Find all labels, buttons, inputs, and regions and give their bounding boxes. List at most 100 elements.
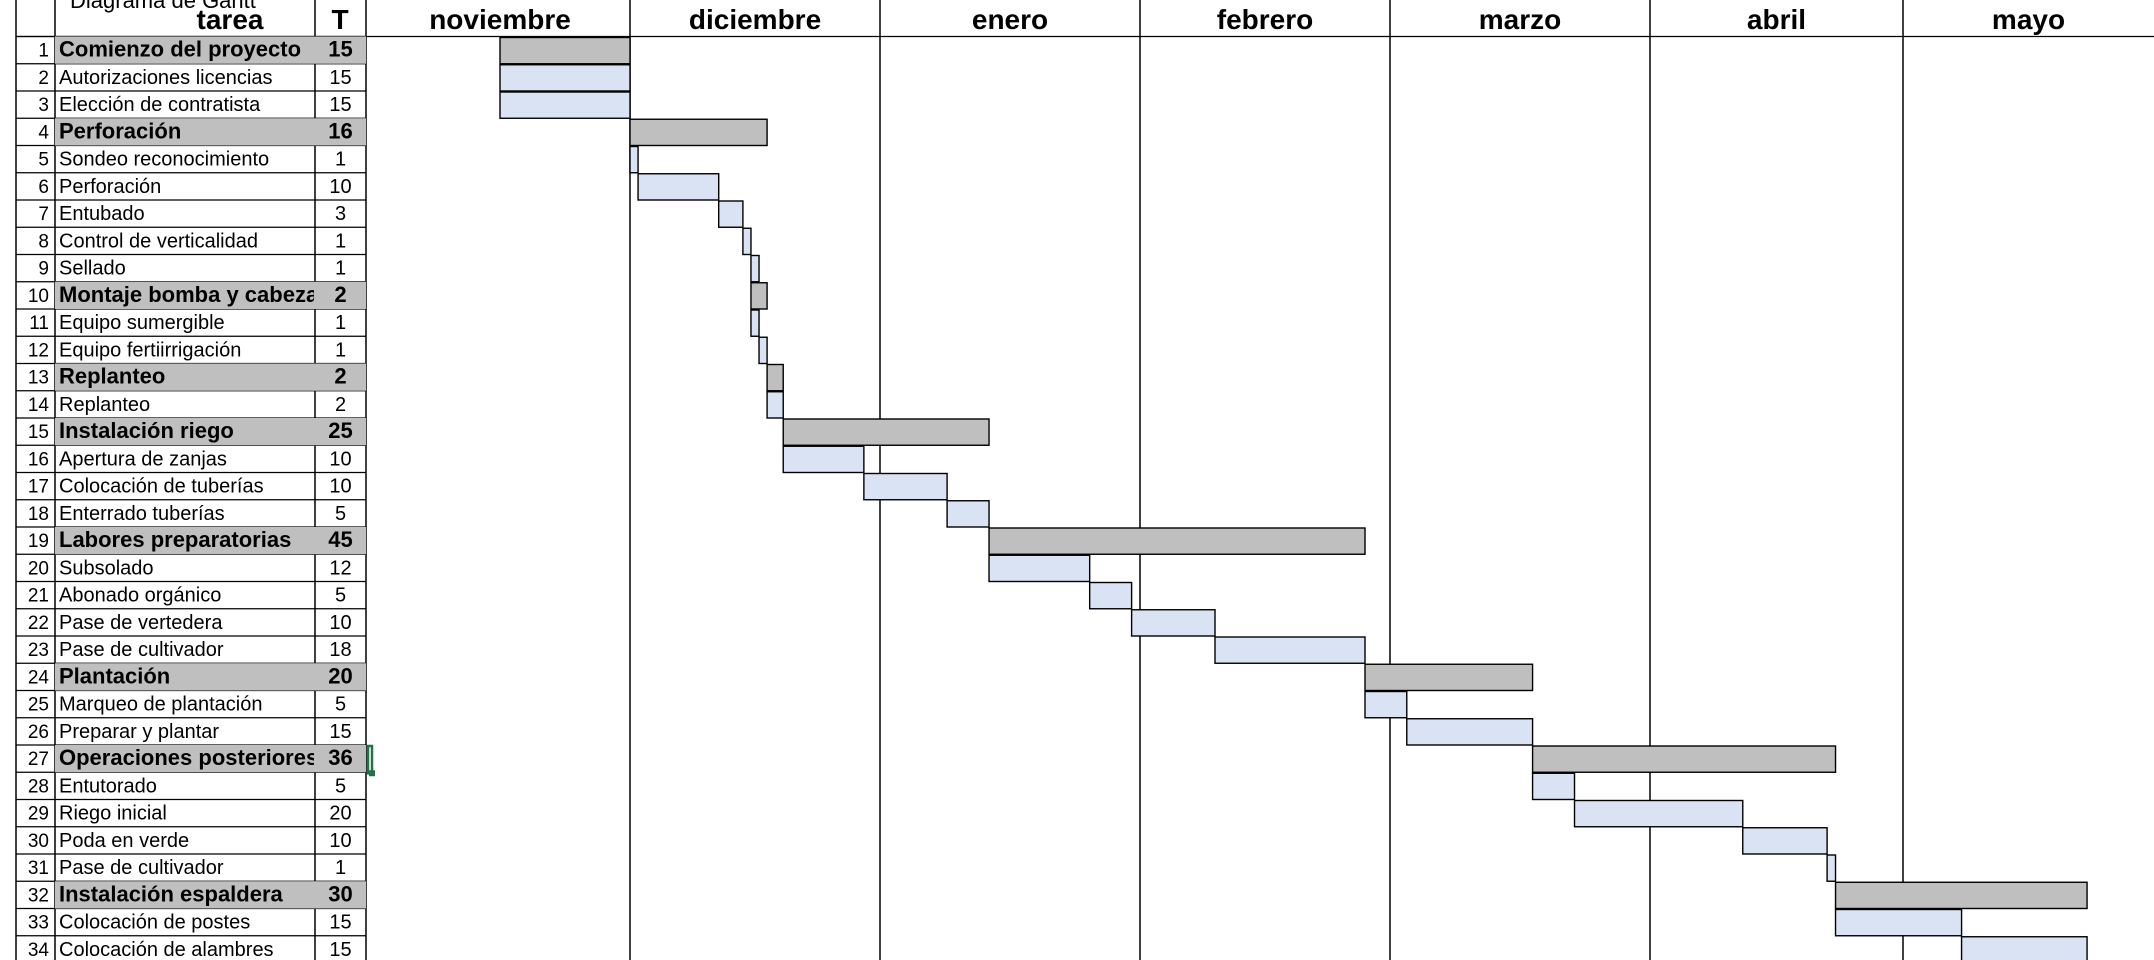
task-duration: 12	[329, 557, 351, 579]
task-bar	[718, 200, 744, 228]
task-name: Comienzo del proyecto	[59, 37, 301, 62]
summary-row-fill	[55, 118, 366, 146]
task-number: 7	[38, 204, 49, 225]
task-number: 29	[28, 804, 49, 825]
task-duration: 15	[328, 37, 352, 62]
task-number: 31	[28, 858, 49, 879]
task-duration: 5	[335, 694, 346, 716]
task-number: 25	[28, 695, 49, 716]
summary-bar	[499, 36, 631, 65]
task-name: Riego inicial	[59, 803, 167, 825]
task-duration: 30	[328, 881, 352, 906]
task-name: Abonado orgánico	[59, 585, 221, 607]
task-name: Replanteo	[59, 394, 150, 416]
task-bar	[1960, 936, 2088, 960]
task-number: 24	[28, 667, 50, 688]
summary-bar	[1364, 663, 1534, 692]
summary-bar	[782, 418, 990, 446]
task-number: 2	[38, 68, 49, 89]
task-name: Montaje bomba y cabezal	[59, 282, 324, 307]
task-duration: 1	[335, 258, 346, 280]
summary-bar	[766, 363, 784, 392]
month-header-label: noviembre	[429, 4, 571, 35]
task-name: Entubado	[59, 203, 145, 225]
summary-bar	[750, 282, 768, 310]
task-duration: 15	[329, 721, 351, 743]
task-duration: 15	[329, 94, 351, 116]
task-number: 5	[38, 150, 49, 171]
task-rows: 1 Comienzo del proyecto 152 Autorizaciones …	[28, 36, 366, 960]
task-bar	[1834, 908, 1963, 937]
summary-bar	[1834, 881, 2088, 910]
task-bar	[742, 227, 752, 256]
task-name: Colocación de tuberías	[59, 476, 264, 498]
task-bar	[1742, 827, 1828, 855]
fill-handle[interactable]	[369, 770, 375, 777]
task-name: Colocación de alambres	[59, 939, 274, 960]
task-bar	[629, 145, 639, 174]
task-duration: 10	[329, 176, 351, 198]
task-duration: 10	[329, 612, 351, 634]
task-name: Entutorado	[59, 775, 157, 797]
selection-border[interactable]	[366, 744, 374, 775]
task-number: 34	[28, 940, 50, 960]
task-number: 1	[38, 41, 49, 62]
task-name: Pase de vertedera	[59, 612, 223, 634]
task-number: 6	[38, 177, 49, 198]
task-duration: 1	[335, 339, 346, 361]
task-bar	[1406, 718, 1534, 746]
task-duration: 10	[329, 476, 351, 498]
task-duration: 10	[329, 830, 351, 852]
task-name: Equipo sumergible	[59, 312, 225, 334]
task-duration: 1	[335, 312, 346, 334]
task-duration: 2	[334, 282, 346, 307]
task-number: 33	[28, 913, 49, 934]
task-number: 9	[38, 259, 49, 280]
task-number: 11	[29, 313, 49, 334]
task-name: Pase de cultivador	[59, 639, 224, 661]
cell-selection[interactable]	[366, 744, 375, 777]
task-bar	[1364, 690, 1408, 719]
task-name: Instalación riego	[59, 418, 234, 443]
header-row: tarea T noviembre diciembre enero febrero ma…	[197, 4, 2066, 35]
task-number: 22	[28, 613, 49, 634]
task-bar	[1826, 854, 1837, 882]
task-duration: 5	[335, 775, 346, 797]
task-number: 18	[28, 504, 49, 525]
task-name: Instalación espaldera	[59, 881, 284, 906]
month-header-label: enero	[972, 4, 1048, 35]
task-number: 16	[28, 449, 49, 470]
task-name: Equipo fertiirrigación	[59, 339, 241, 361]
task-duration: 20	[328, 663, 352, 688]
summary-row-fill	[55, 418, 366, 446]
summary-row-fill	[55, 36, 366, 64]
task-duration: 15	[329, 939, 351, 960]
task-duration: 3	[335, 203, 346, 225]
task-name: Enterrado tuberías	[59, 503, 225, 525]
task-bar	[766, 391, 784, 419]
task-number: 26	[28, 722, 49, 743]
task-number: 13	[28, 368, 49, 389]
task-name: Preparar y plantar	[59, 721, 219, 743]
task-name: Sondeo reconocimiento	[59, 149, 269, 171]
task-duration: 2	[334, 364, 346, 389]
task-number: 28	[28, 776, 49, 797]
task-duration: 25	[328, 418, 352, 443]
task-duration: 1	[335, 230, 346, 252]
task-duration: 2	[335, 394, 346, 416]
month-header-label: mayo	[1992, 4, 2065, 35]
task-bar	[750, 254, 760, 283]
task-number: 21	[28, 586, 49, 607]
task-number: 17	[28, 477, 49, 498]
task-duration: 15	[329, 67, 351, 89]
task-bar	[750, 309, 760, 337]
task-duration: 45	[328, 527, 352, 552]
summary-bar	[1531, 745, 1837, 773]
summary-bar	[988, 527, 1366, 555]
task-name: Sellado	[59, 258, 126, 280]
task-number: 20	[28, 558, 49, 579]
duration-column-header: T	[331, 4, 348, 35]
month-header-label: marzo	[1479, 4, 1561, 35]
task-name: Elección de contratista	[59, 94, 261, 116]
task-duration: 1	[335, 857, 346, 879]
